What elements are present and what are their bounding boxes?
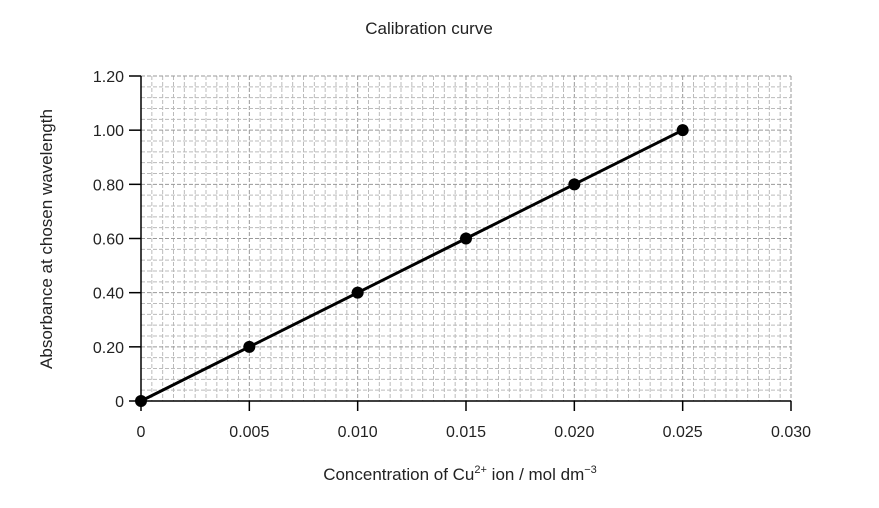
ticks: 0 0.20 0.40 0.60 0.80 1.00 1.20 0 0.005 0.010 0.01… [93,69,811,441]
x-tick-label: 0.015 [446,424,486,441]
x-axis-label: Concentration of Cu2+ ion / mol dm−3 [323,464,597,484]
y-tick-label: 1.00 [93,123,124,140]
x-label-sup2: −3 [584,464,597,476]
data-point [135,395,147,407]
x-tick-label: 0.020 [554,424,594,441]
series [135,124,689,407]
x-label-sup: 2+ [474,464,487,476]
x-label-main: Concentration of Cu [323,465,474,484]
y-axis-label: Absorbance at chosen wavelength [37,109,56,369]
y-tick-label: 1.20 [93,69,124,86]
data-point [568,178,581,191]
grid [141,75,792,401]
y-tick-label: 0 [115,394,124,411]
x-tick-label: 0 [137,424,146,441]
y-tick-label: 0.60 [93,232,124,249]
y-tick-label: 0.20 [93,340,124,357]
x-tick-label: 0.005 [229,424,269,441]
x-tick-label: 0.030 [771,424,811,441]
data-point [351,286,364,299]
x-label-rest: ion / mol dm [487,465,584,484]
series-line [140,128,684,403]
x-tick-label: 0.010 [338,424,378,441]
data-point [676,124,689,137]
chart-title: Calibration curve [365,19,493,38]
y-tick-label: 0.40 [93,286,124,303]
y-tick-label: 0.80 [93,177,124,194]
data-point [243,340,256,353]
data-point [460,232,472,245]
x-tick-label: 0.025 [663,424,703,441]
